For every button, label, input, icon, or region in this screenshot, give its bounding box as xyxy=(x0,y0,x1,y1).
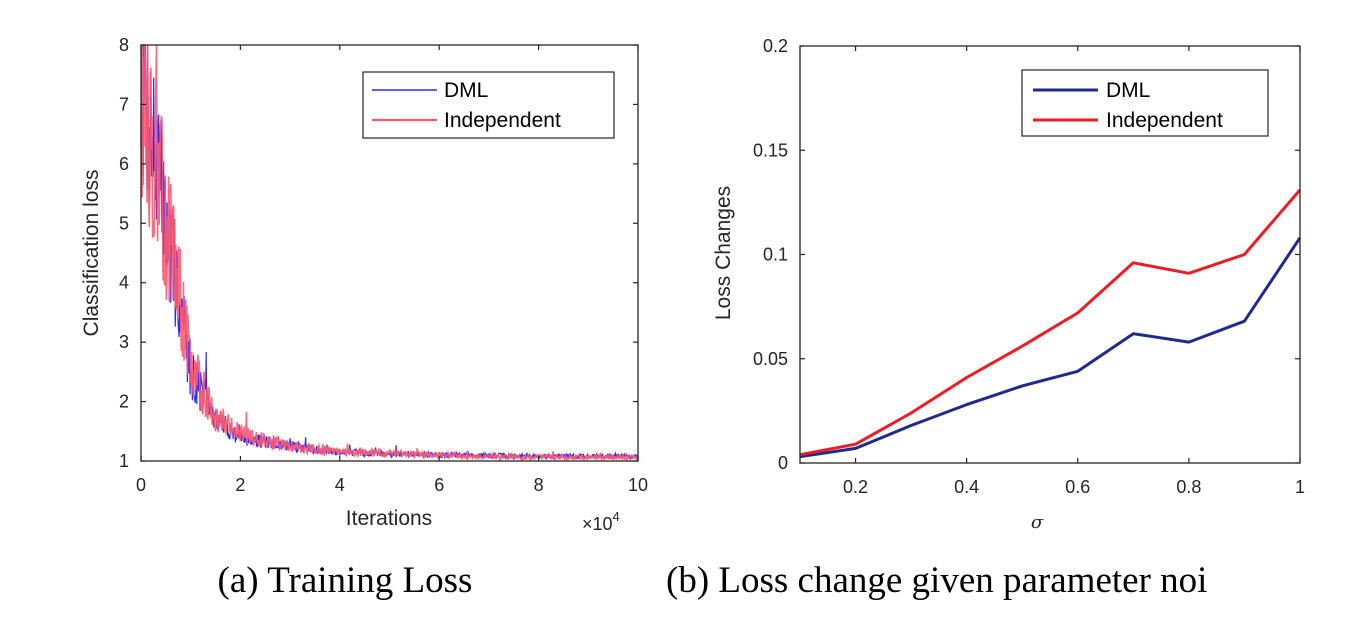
chart-0-y-tick-label: 7 xyxy=(119,94,129,114)
chart-1-x-tick-label: 0.8 xyxy=(1176,477,1201,497)
chart-0-y-tick-label: 6 xyxy=(119,154,129,174)
chart-1-y-tick-label: 0.2 xyxy=(763,36,788,56)
chart-a-y-axis-label: Classification loss xyxy=(80,170,103,337)
chart-b-y-axis-label: Loss Changes xyxy=(712,186,735,320)
chart-a-x-multiplier: ×104 xyxy=(582,509,620,534)
chart-0-y-tick-label: 2 xyxy=(119,392,129,412)
chart-0-y-tick-label: 1 xyxy=(119,451,129,471)
chart-a-legend-label-dml: DML xyxy=(444,79,488,102)
chart-b-legend-label-dml: DML xyxy=(1106,79,1150,102)
chart-1-y-tick-label: 0 xyxy=(778,453,788,473)
chart-a-legend: DML Independent xyxy=(362,71,615,139)
chart-a-series-lines xyxy=(140,44,639,463)
chart-b-x-axis-label: σ xyxy=(1031,512,1044,533)
chart-0-y-tick-label: 3 xyxy=(119,332,129,352)
chart-0-y-tick-label: 8 xyxy=(119,35,129,55)
chart-b-caption: (b) Loss change given parameter noi xyxy=(666,560,1207,601)
chart-0-y-tick-label: 4 xyxy=(119,273,129,293)
chart-loss-change: 0.2 0.4 0.6 0.8 1 0 0.05 0.1 0.15 0.2 σ Loss Chan… xyxy=(666,36,1305,601)
chart-0-x-tick-label: 6 xyxy=(434,475,444,495)
chart-1-y-tick-label: 0.05 xyxy=(753,349,788,369)
chart-0-x-tick-label: 8 xyxy=(534,475,544,495)
chart-b-legend-label-independent: Independent xyxy=(1106,109,1223,132)
chart-1-x-tick-label: 0.4 xyxy=(954,477,979,497)
chart-a-x-axis-label: Iterations xyxy=(346,507,432,530)
chart-1-x-tick-label: 1 xyxy=(1295,477,1305,497)
chart-a-caption: (a) Training Loss xyxy=(218,560,473,601)
chart-b-series-dml xyxy=(799,236,1302,459)
chart-0-y-tick-label: 5 xyxy=(119,213,129,233)
chart-b-ticks: 0.2 0.4 0.6 0.8 1 0 0.05 0.1 0.15 0.2 xyxy=(753,36,1305,497)
chart-1-y-tick-label: 0.15 xyxy=(753,140,788,160)
chart-1-x-tick-label: 0.6 xyxy=(1065,477,1090,497)
chart-0-x-tick-label: 4 xyxy=(335,475,345,495)
chart-a-x-multiplier-base: ×10 xyxy=(582,514,613,534)
chart-a-legend-label-independent: Independent xyxy=(444,109,561,132)
chart-1-y-tick-label: 0.1 xyxy=(763,245,788,265)
chart-0-x-tick-label: 0 xyxy=(136,475,146,495)
chart-a-x-multiplier-exponent: 4 xyxy=(613,509,620,524)
chart-a-frame xyxy=(140,44,639,462)
chart-0-x-tick-label: 10 xyxy=(628,475,648,495)
chart-0-x-tick-label: 2 xyxy=(235,475,245,495)
chart-b-legend: DML Independent xyxy=(1021,69,1269,137)
chart-a-series-independent xyxy=(140,44,639,463)
chart-1-x-tick-label: 0.2 xyxy=(843,477,868,497)
chart-a-legend-box xyxy=(362,71,615,139)
chart-b-series-independent xyxy=(799,188,1302,457)
chart-b-legend-box xyxy=(1021,69,1269,137)
chart-b-series-lines xyxy=(799,188,1302,459)
